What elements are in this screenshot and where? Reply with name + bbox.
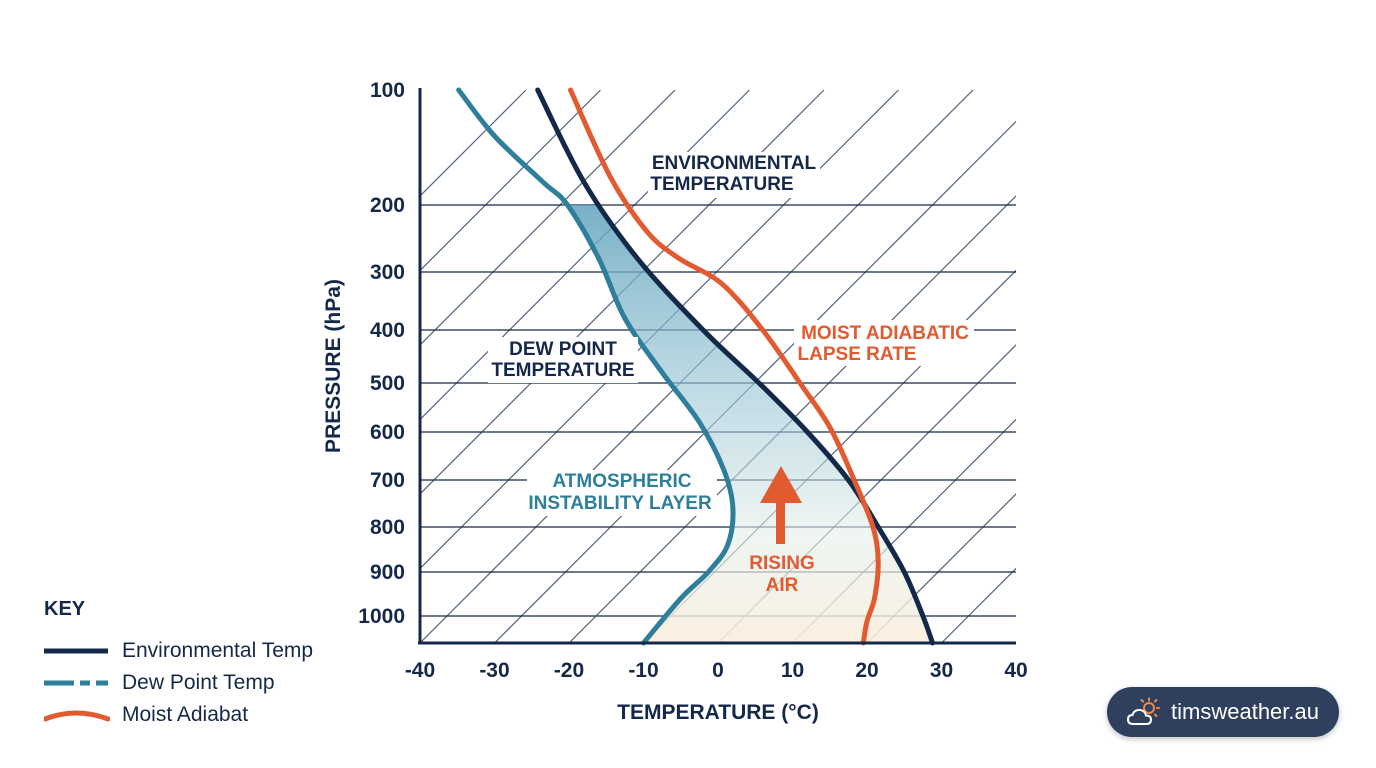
- annotation-moist-line1: MOIST ADIABATIC: [801, 323, 969, 344]
- rising-air-arrow: [760, 466, 802, 544]
- y-tick-label: 300: [370, 261, 405, 284]
- y-tick-label: 200: [370, 194, 405, 217]
- site-badge[interactable]: timsweather.au: [1107, 687, 1339, 737]
- legend-item-dew-point: Dew Point Temp: [44, 667, 364, 699]
- annotation-rising-air: RISING AIR: [749, 553, 814, 596]
- x-tick-label: 20: [855, 659, 878, 682]
- isotherm-line: [1314, 90, 1376, 643]
- isotherm-line: [1015, 642, 1016, 643]
- x-tick-label: -30: [479, 659, 509, 682]
- x-axis-title: TEMPERATURE (°C): [617, 701, 819, 724]
- y-tick-label: 500: [370, 372, 405, 395]
- annotation-instability: ATMOSPHERIC INSTABILITY LAYER: [527, 470, 717, 516]
- x-tick-label: 30: [930, 659, 953, 682]
- isotherm-line: [1240, 90, 1376, 643]
- x-tick-label: 10: [781, 659, 804, 682]
- legend-swatch-environmental: [44, 648, 108, 654]
- environmental-temp-line: [535, 87, 936, 646]
- annotation-instability-line2: INSTABILITY LAYER: [528, 493, 712, 514]
- y-tick-label: 700: [370, 469, 405, 492]
- y-tick-label: 800: [370, 516, 405, 539]
- isotherm-line: [494, 120, 1016, 643]
- annotation-rising-line2: AIR: [766, 575, 799, 596]
- y-tick-label: 600: [370, 421, 405, 444]
- isotherm-line: [1165, 90, 1376, 643]
- annotation-moist-line2: LAPSE RATE: [798, 344, 917, 365]
- x-tick-label: 0: [712, 659, 724, 682]
- legend-label-environmental: Environmental Temp: [122, 639, 314, 662]
- site-badge-text: timsweather.au: [1171, 699, 1319, 724]
- legend-title: KEY: [44, 598, 86, 620]
- legend: KEY Environmental Temp Dew Point Temp Mo…: [44, 598, 364, 748]
- annotation-dew-point: DEW POINT TEMPERATURE: [488, 337, 638, 383]
- x-tick-label: -10: [628, 659, 658, 682]
- isotherm-line: [420, 90, 527, 197]
- legend-label-dew-point: Dew Point Temp: [122, 671, 275, 694]
- annotation-dew-point-line1: DEW POINT: [509, 339, 617, 360]
- isotherm-line: [941, 567, 1016, 643]
- y-tick-labels: 100 200 300 400 500 600 700 800 900 1000: [358, 79, 405, 628]
- annotation-environmental-line2: TEMPERATURE: [650, 174, 793, 195]
- legend-item-moist: Moist Adiabat: [44, 699, 364, 731]
- annotation-environmental: ENVIRONMENTAL TEMPERATURE: [648, 152, 820, 198]
- x-tick-label: -20: [554, 659, 584, 682]
- annotation-moist-adiabatic: MOIST ADIABATIC LAPSE RATE: [794, 320, 974, 366]
- y-tick-label: 100: [370, 79, 405, 102]
- moist-adiabat-line: [568, 87, 881, 646]
- legend-item-environmental: Environmental Temp: [44, 635, 364, 667]
- x-tick-label: 40: [1004, 659, 1027, 682]
- legend-label-moist: Moist Adiabat: [122, 703, 249, 726]
- isotherm-line: [420, 90, 601, 272]
- cloud-sun-icon: [1127, 697, 1161, 725]
- legend-swatch-moist: [44, 710, 110, 722]
- y-tick-label: 400: [370, 319, 405, 342]
- isotherm-line: [568, 195, 1016, 643]
- isotherm-line: [1091, 90, 1376, 643]
- legend-swatch-dew-point: [44, 680, 108, 686]
- dew-point-temp-line: [456, 87, 736, 646]
- annotation-dew-point-line2: TEMPERATURE: [491, 360, 634, 381]
- annotation-rising-line1: RISING: [749, 553, 814, 574]
- x-tick-label: -40: [405, 659, 435, 682]
- isotherm-line: [866, 493, 1016, 643]
- x-tick-labels: -40 -30 -20 -10 0 10 20 30 40: [405, 659, 1028, 682]
- y-tick-label: 1000: [358, 605, 405, 628]
- y-axis-title: PRESSURE (hPa): [322, 279, 345, 453]
- instability-layer-fill: [567, 205, 933, 643]
- annotation-environmental-line1: ENVIRONMENTAL: [652, 153, 817, 174]
- y-tick-label: 900: [370, 561, 405, 584]
- annotation-instability-line1: ATMOSPHERIC: [553, 471, 692, 492]
